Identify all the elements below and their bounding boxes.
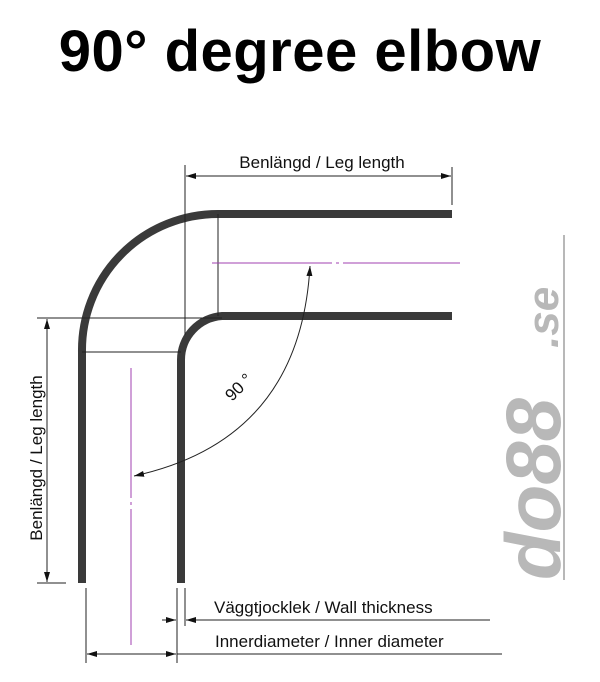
svg-text:.se: .se [519,287,568,348]
wall-thickness-label: Väggtjocklek / Wall thickness [214,598,433,617]
inner-diameter-label: Innerdiameter / Inner diameter [215,632,444,651]
diagram-title: 90° degree elbow [58,19,542,84]
outer-wall [77,210,452,583]
angle-label: 90 ° [221,370,256,405]
do88-logo: do88 .se [489,235,577,580]
angle-arc [133,265,313,477]
svg-text:do88: do88 [489,397,577,580]
inner-wall [176,312,452,583]
top-leg-label: Benlängd / Leg length [239,153,404,172]
side-leg-label: Benlängd / Leg length [27,375,46,540]
